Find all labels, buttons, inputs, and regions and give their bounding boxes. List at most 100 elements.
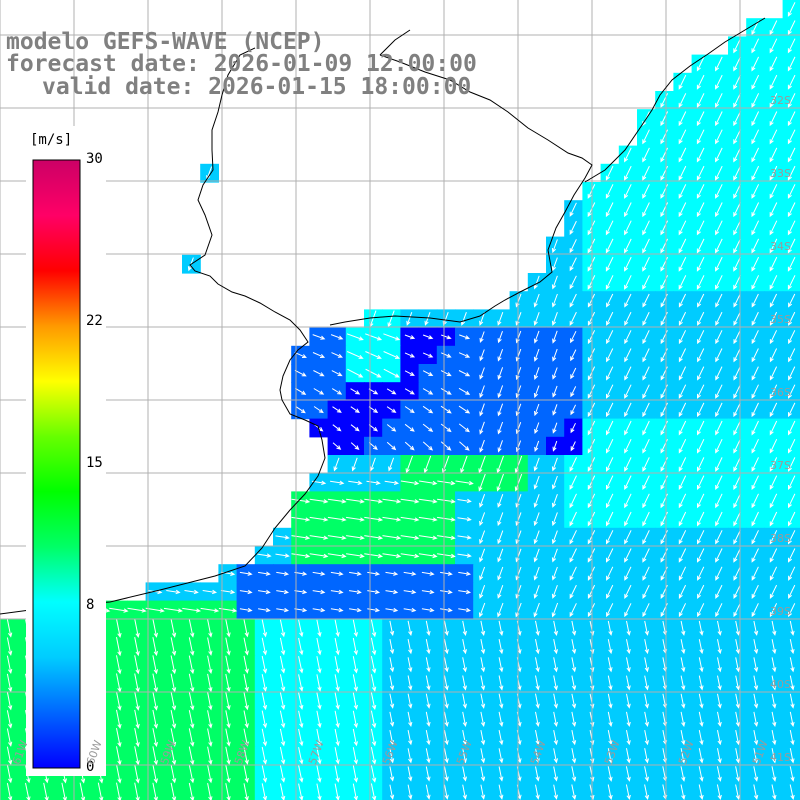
wind-arrow	[498, 711, 504, 728]
wind-arrow	[462, 693, 467, 709]
wind-arrow	[535, 675, 540, 691]
wind-arrow	[552, 404, 558, 416]
wind-arrow	[332, 424, 342, 432]
wind-arrow	[717, 620, 722, 636]
wind-arrow	[678, 111, 687, 127]
wind-arrow	[607, 784, 613, 800]
wind-arrow	[715, 530, 723, 545]
wind-arrow	[769, 530, 778, 545]
wind-arrow	[644, 730, 649, 746]
latitude-label: 36S	[770, 386, 791, 399]
wind-arrow	[751, 275, 760, 290]
wind-arrow	[753, 639, 759, 655]
wind-arrow	[458, 589, 472, 595]
wind-arrow	[350, 388, 361, 395]
wind-arrow	[152, 709, 158, 729]
wind-arrow	[733, 129, 741, 145]
wind-arrow	[605, 275, 614, 290]
wind-arrow	[400, 516, 420, 522]
wind-arrow	[134, 691, 140, 711]
wind-arrow	[134, 637, 140, 657]
wind-arrow	[715, 603, 723, 618]
wind-arrow	[733, 348, 741, 363]
wind-arrow	[642, 129, 650, 145]
wind-arrow	[437, 480, 456, 486]
wind-arrow	[569, 530, 577, 545]
wind-arrow	[751, 366, 759, 381]
wind-arrow	[642, 566, 650, 581]
wind-arrow	[444, 620, 449, 637]
wind-arrow	[422, 370, 434, 377]
wind-arrow	[644, 675, 649, 691]
wind-arrow	[145, 607, 165, 613]
wind-arrow	[515, 440, 522, 453]
wind-arrow	[551, 312, 558, 326]
wind-arrow	[751, 111, 760, 127]
wind-arrow	[334, 710, 340, 729]
wind-arrow	[715, 311, 723, 326]
wind-arrow	[327, 553, 347, 559]
wind-arrow	[606, 366, 614, 381]
wind-arrow	[697, 584, 705, 599]
wind-arrow	[569, 202, 577, 217]
wind-arrow	[497, 312, 504, 326]
wind-arrow	[350, 424, 360, 432]
wind-arrow	[276, 607, 290, 613]
wind-arrow	[624, 348, 632, 363]
wind-arrow	[261, 637, 268, 656]
wind-arrow	[444, 711, 449, 728]
wind-arrow	[769, 147, 778, 163]
wind-arrow	[6, 728, 13, 747]
wind-arrow	[787, 74, 796, 90]
wind-arrow	[366, 480, 381, 485]
wind-arrow	[678, 256, 687, 272]
wind-arrow	[569, 566, 577, 581]
wind-arrow	[152, 655, 158, 675]
wind-arrow	[751, 202, 760, 218]
wind-arrow	[787, 56, 796, 72]
wind-arrow	[479, 494, 486, 508]
wind-arrow	[624, 530, 632, 545]
wind-arrow	[239, 589, 253, 595]
wind-arrow	[678, 348, 687, 363]
wind-arrow	[716, 766, 722, 782]
wind-arrow	[697, 438, 705, 454]
wind-arrow	[243, 674, 249, 693]
wind-arrow	[606, 438, 614, 454]
wind-arrow	[333, 457, 340, 472]
wind-arrow	[298, 710, 304, 729]
wind-arrow	[715, 348, 723, 363]
wind-arrow	[207, 692, 213, 711]
wind-arrow	[642, 220, 650, 236]
wind-arrow	[515, 403, 522, 417]
wind-arrow	[789, 675, 795, 691]
wind-arrow	[698, 620, 704, 636]
wind-arrow	[479, 439, 485, 453]
wind-arrow	[225, 655, 231, 674]
wind-arrow	[207, 710, 213, 729]
wind-arrow	[771, 784, 777, 800]
wind-arrow	[571, 693, 577, 709]
wind-arrow	[769, 256, 778, 272]
wind-arrow	[771, 620, 777, 636]
wind-arrow	[715, 493, 723, 509]
wind-arrow	[351, 457, 358, 472]
wind-arrow	[480, 730, 486, 746]
wind-arrow	[480, 711, 486, 728]
wind-arrow	[678, 384, 687, 399]
wind-arrow	[261, 765, 268, 783]
wind-arrow	[352, 619, 358, 638]
wind-arrow	[733, 330, 741, 345]
wind-arrow	[422, 405, 434, 414]
wind-arrow	[717, 639, 722, 655]
wind-arrow	[352, 747, 358, 765]
wind-arrow	[440, 370, 452, 377]
wind-arrow	[769, 238, 778, 254]
wind-arrow	[642, 384, 650, 399]
wind-arrow	[715, 165, 723, 181]
wind-arrow	[225, 637, 231, 656]
wind-arrow	[696, 165, 705, 181]
wind-arrow	[533, 275, 540, 290]
wind-arrow	[696, 275, 705, 290]
wind-arrow	[261, 674, 268, 692]
